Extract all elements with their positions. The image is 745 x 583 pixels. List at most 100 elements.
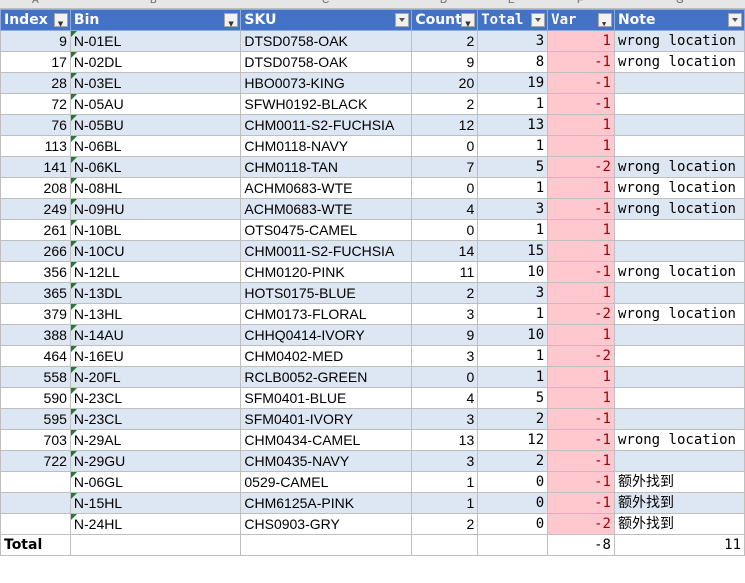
cell-sku[interactable]: OTS0475-CAMEL xyxy=(240,219,413,241)
header-sku[interactable]: SKU xyxy=(240,9,413,31)
cell-count[interactable]: 3 xyxy=(411,450,479,472)
cell-bin[interactable]: N-12LL xyxy=(69,261,242,283)
cell-sku[interactable]: CHM0434-CAMEL xyxy=(240,429,413,451)
cell-bin[interactable]: N-23CL xyxy=(69,387,242,409)
cell-total[interactable]: 12 xyxy=(477,429,549,451)
filter-icon[interactable] xyxy=(597,13,612,30)
cell-total[interactable]: 2 xyxy=(477,450,549,472)
col-letter-e[interactable]: E xyxy=(508,0,515,6)
cell-bin[interactable]: N-10BL xyxy=(69,219,242,241)
cell-var[interactable]: -1 xyxy=(547,408,615,430)
cell-note[interactable]: wrong location xyxy=(613,198,745,220)
cell-sku[interactable]: ACHM0683-WTE xyxy=(240,198,413,220)
cell-sku[interactable]: CHM0402-MED xyxy=(240,345,413,367)
cell-index[interactable]: 76 xyxy=(0,114,71,136)
cell-var[interactable]: 1 xyxy=(547,282,615,304)
cell-index[interactable]: 379 xyxy=(0,303,71,325)
header-count[interactable]: Count xyxy=(411,9,479,31)
cell-bin[interactable]: N-16EU xyxy=(69,345,242,367)
col-letter-a[interactable]: A xyxy=(32,0,39,6)
cell-count[interactable]: 0 xyxy=(411,219,479,241)
cell-index[interactable]: 17 xyxy=(0,51,71,73)
cell-bin[interactable]: N-06KL xyxy=(69,156,242,178)
cell-sku[interactable]: CHM6125A-PINK xyxy=(240,492,413,514)
cell-note[interactable]: wrong location xyxy=(613,261,745,283)
header-index[interactable]: Index xyxy=(0,9,71,31)
cell-note[interactable] xyxy=(613,408,745,430)
cell-note[interactable] xyxy=(613,324,745,346)
cell-note[interactable] xyxy=(613,366,745,388)
cell-total[interactable]: 3 xyxy=(477,30,549,52)
cell-var[interactable]: 1 xyxy=(547,366,615,388)
cell-count[interactable]: 3 xyxy=(411,408,479,430)
col-letter-g[interactable]: G xyxy=(676,0,684,6)
cell-note[interactable]: wrong location xyxy=(613,30,745,52)
cell-count[interactable]: 4 xyxy=(411,387,479,409)
cell-count[interactable]: 2 xyxy=(411,282,479,304)
cell-note[interactable] xyxy=(613,345,745,367)
cell-count[interactable]: 14 xyxy=(411,240,479,262)
cell-note[interactable] xyxy=(613,93,745,115)
cell-total[interactable]: 19 xyxy=(477,72,549,94)
cell-note[interactable] xyxy=(613,114,745,136)
cell-index[interactable]: 9 xyxy=(0,30,71,52)
cell-var[interactable]: 1 xyxy=(547,219,615,241)
cell-total[interactable]: 1 xyxy=(477,366,549,388)
cell-bin[interactable]: N-24HL xyxy=(69,513,242,535)
totals-note[interactable]: 11 xyxy=(613,534,745,556)
cell-total[interactable]: 1 xyxy=(477,177,549,199)
cell-count[interactable]: 2 xyxy=(411,513,479,535)
filter-icon[interactable] xyxy=(224,13,239,30)
cell-index[interactable]: 722 xyxy=(0,450,71,472)
cell-index[interactable]: 113 xyxy=(0,135,71,157)
col-letter-d[interactable]: D xyxy=(440,0,448,6)
cell-var[interactable]: -1 xyxy=(547,93,615,115)
cell-total[interactable]: 5 xyxy=(477,387,549,409)
cell-note[interactable] xyxy=(613,240,745,262)
cell-sku[interactable]: DTSD0758-OAK xyxy=(240,51,413,73)
cell-var[interactable]: 1 xyxy=(547,135,615,157)
cell-total[interactable]: 0 xyxy=(477,513,549,535)
cell-total[interactable]: 1 xyxy=(477,93,549,115)
cell-bin[interactable]: N-10CU xyxy=(69,240,242,262)
cell-bin[interactable]: N-05AU xyxy=(69,93,242,115)
cell-index[interactable] xyxy=(0,471,71,493)
cell-count[interactable]: 20 xyxy=(411,72,479,94)
cell-total[interactable]: 10 xyxy=(477,324,549,346)
dropdown-icon[interactable] xyxy=(395,13,410,27)
cell-sku[interactable]: CHHQ0414-IVORY xyxy=(240,324,413,346)
cell-var[interactable]: 1 xyxy=(547,240,615,262)
cell-note[interactable]: wrong location xyxy=(613,177,745,199)
cell-empty[interactable] xyxy=(69,534,242,556)
cell-bin[interactable]: N-08HL xyxy=(69,177,242,199)
cell-index[interactable]: 464 xyxy=(0,345,71,367)
cell-empty[interactable] xyxy=(477,534,549,556)
cell-var[interactable]: 1 xyxy=(547,324,615,346)
cell-total[interactable]: 13 xyxy=(477,114,549,136)
cell-total[interactable]: 10 xyxy=(477,261,549,283)
cell-note[interactable] xyxy=(613,450,745,472)
cell-var[interactable]: 1 xyxy=(547,114,615,136)
cell-sku[interactable]: HOTS0175-BLUE xyxy=(240,282,413,304)
cell-total[interactable]: 8 xyxy=(477,51,549,73)
cell-var[interactable]: -1 xyxy=(547,198,615,220)
cell-sku[interactable]: 0529-CAMEL xyxy=(240,471,413,493)
cell-index[interactable]: 595 xyxy=(0,408,71,430)
cell-index[interactable]: 141 xyxy=(0,156,71,178)
cell-note[interactable] xyxy=(613,219,745,241)
cell-count[interactable]: 2 xyxy=(411,93,479,115)
cell-total[interactable]: 1 xyxy=(477,135,549,157)
cell-var[interactable]: 1 xyxy=(547,30,615,52)
header-total[interactable]: Total xyxy=(477,9,549,31)
cell-total[interactable]: 2 xyxy=(477,408,549,430)
cell-note[interactable]: 额外找到 xyxy=(613,471,745,493)
cell-sku[interactable]: CHM0011-S2-FUCHSIA xyxy=(240,240,413,262)
cell-var[interactable]: -1 xyxy=(547,261,615,283)
cell-index[interactable]: 249 xyxy=(0,198,71,220)
col-letter-f[interactable]: F xyxy=(577,0,584,6)
cell-note[interactable]: wrong location xyxy=(613,303,745,325)
cell-total[interactable]: 1 xyxy=(477,345,549,367)
totals-label[interactable]: Total xyxy=(0,534,71,556)
cell-var[interactable]: -1 xyxy=(547,471,615,493)
cell-var[interactable]: -1 xyxy=(547,72,615,94)
